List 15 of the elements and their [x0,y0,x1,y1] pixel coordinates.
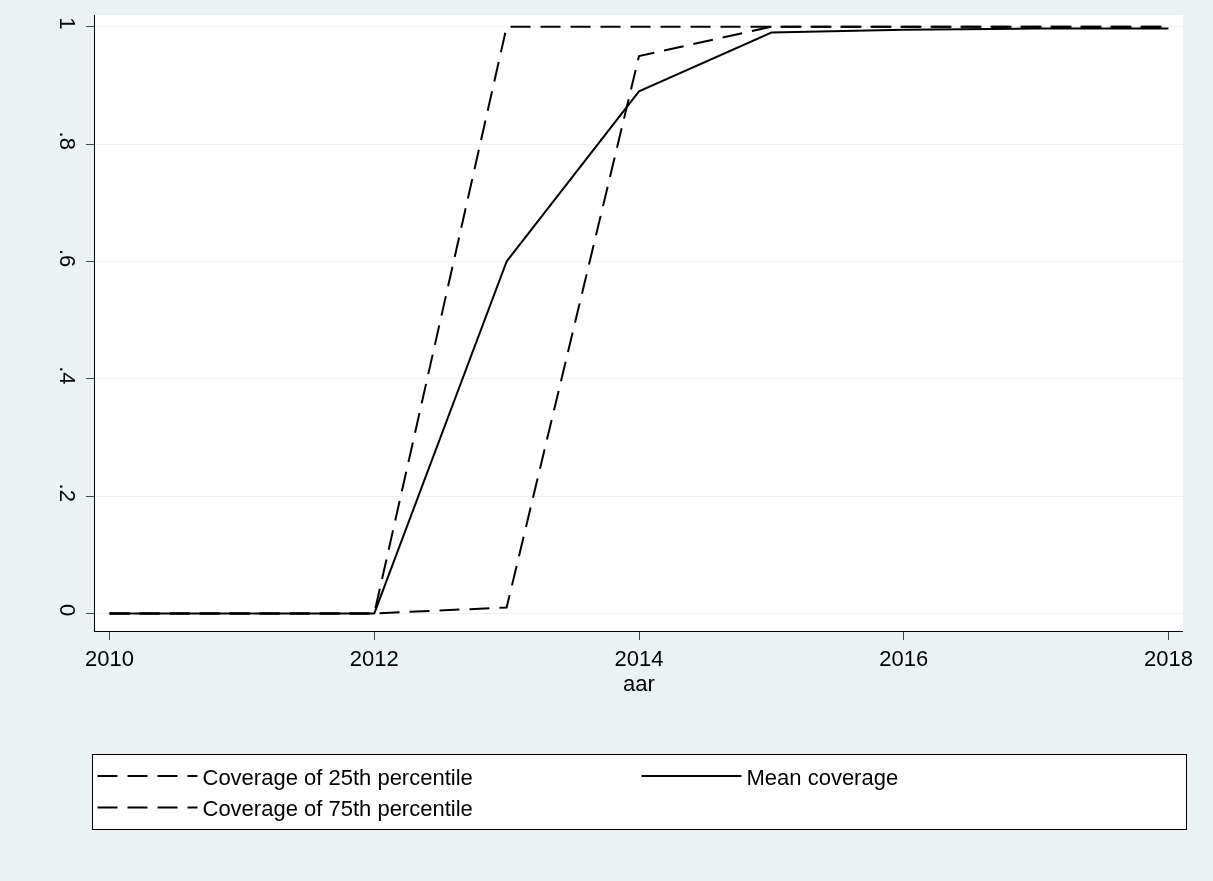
y-tick-label: .2 [54,483,80,502]
legend-label: Mean coverage [746,764,899,790]
x-tick-label: 2014 [614,646,664,672]
y-tick-label: 0 [54,603,80,617]
x-tick-label: 2010 [85,646,135,672]
y-tick-label: .8 [54,131,80,150]
x-tick-label: 2018 [1143,646,1193,672]
legend-label: Coverage of 25th percentile [202,764,473,790]
x-tick-label: 2016 [879,646,929,672]
y-tick-label: .6 [54,248,80,268]
legend-label: Coverage of 75th percentile [202,796,473,822]
y-tick-label: .4 [54,366,80,385]
y-tick-label: 1 [54,17,80,30]
x-tick-label: 2012 [349,646,399,672]
x-axis-title: aar [623,671,655,697]
